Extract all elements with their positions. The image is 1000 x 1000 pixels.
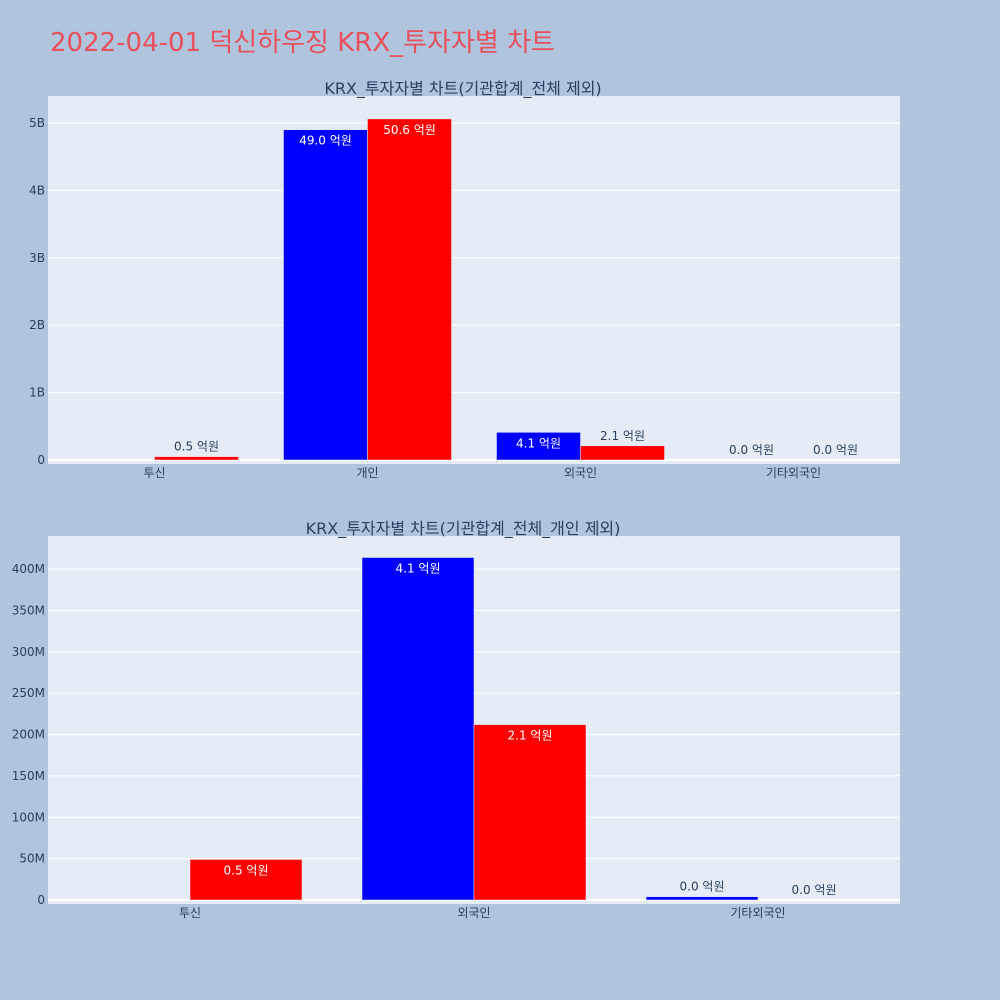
bar-label: 4.1 억원 — [516, 436, 561, 450]
x-tick-label: 기타외국인 — [730, 906, 785, 920]
chart-title: KRX_투자자별 차트(기관합계_전체 제외) — [324, 79, 601, 99]
y-tick-label: 150M — [12, 769, 45, 783]
y-tick-label: 5B — [29, 116, 45, 130]
bar-label: 0.0 억원 — [792, 883, 837, 897]
y-tick-label: 200M — [12, 728, 45, 742]
page-title: 2022-04-01 덕신하우징 KRX_투자자별 차트 — [50, 28, 555, 58]
y-tick-label: 50M — [19, 852, 45, 866]
y-tick-label: 350M — [12, 603, 45, 617]
chart-panel-1: 0 1B 2B 3B 4B 5B KRX_투자자별 차트(기관합계_전체 제외) 투신 0.5 … — [29, 79, 900, 480]
y-tick-label: 400M — [12, 562, 45, 576]
plot-area — [48, 96, 900, 464]
x-tick-label: 외국인 — [564, 466, 597, 480]
x-tick-label: 외국인 — [457, 906, 490, 920]
y-tick-label: 1B — [29, 386, 45, 400]
bar — [645, 896, 759, 901]
y-tick-label: 100M — [12, 810, 45, 824]
bar-label: 2.1 억원 — [600, 429, 645, 443]
bar — [283, 129, 368, 461]
bar-label: 0.5 억원 — [224, 863, 269, 877]
y-tick-label: 300M — [12, 645, 45, 659]
x-tick-label: 개인 — [356, 466, 378, 480]
bar — [473, 724, 587, 901]
bar-label: 2.1 억원 — [508, 729, 553, 743]
bar — [580, 445, 665, 461]
x-tick-label: 투신 — [143, 466, 165, 480]
y-tick-label: 0 — [37, 893, 45, 907]
y-tick-label: 250M — [12, 686, 45, 700]
chart-title: KRX_투자자별 차트(기관합계_전체_개인 제외) — [306, 519, 621, 539]
bar-label: 4.1 억원 — [396, 562, 441, 576]
bar-label: 49.0 억원 — [299, 134, 352, 148]
bar — [367, 118, 452, 461]
bar-label: 50.6 억원 — [383, 123, 436, 137]
y-tick-label: 3B — [29, 251, 45, 265]
bar-label: 0.0 억원 — [729, 443, 774, 457]
x-tick-label: 기타외국인 — [766, 466, 821, 480]
y-tick-label: 2B — [29, 318, 45, 332]
bar — [361, 557, 475, 901]
bar-label: 0.5 억원 — [174, 440, 219, 454]
bar-label: 0.0 억원 — [680, 880, 725, 894]
y-tick-label: 4B — [29, 183, 45, 197]
bar — [154, 456, 239, 461]
x-tick-label: 투신 — [179, 906, 201, 920]
y-tick-label: 0 — [37, 453, 45, 467]
bar-label: 0.0 억원 — [813, 443, 858, 457]
bar — [189, 859, 303, 901]
chart-panel-2: 0 50M 100M 150M 200M 250M 300M 350M 400M KRX_투자자별… — [12, 519, 900, 920]
